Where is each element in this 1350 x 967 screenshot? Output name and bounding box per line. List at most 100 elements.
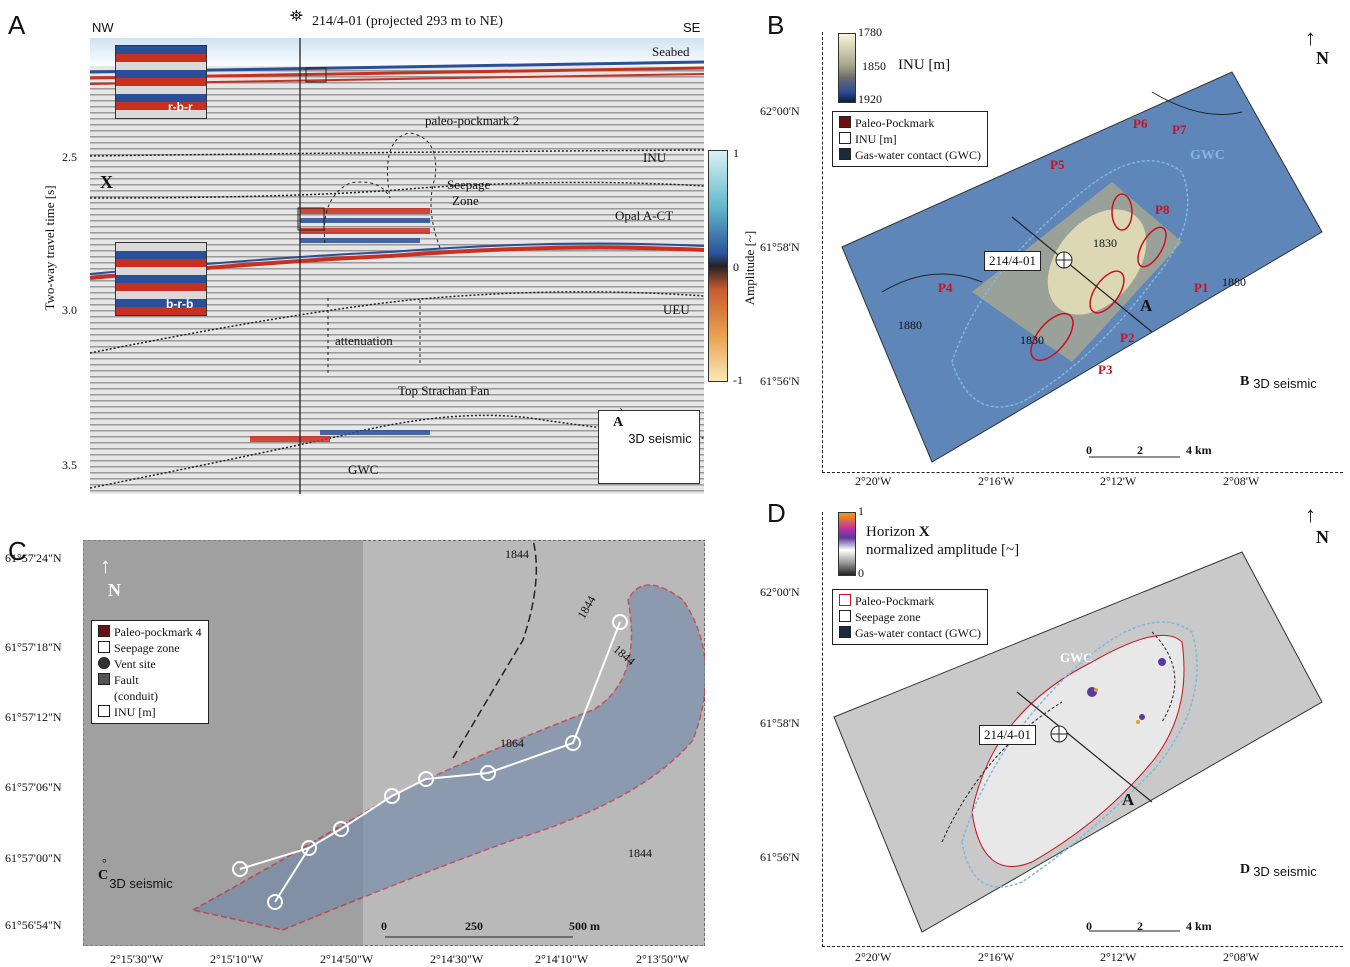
map-b — [841, 71, 1323, 463]
scale-c-500: 500 m — [569, 919, 600, 933]
d-lon-2-08: 2°08'W — [1223, 950, 1260, 964]
legend-b-item-paleo: Paleo-Pockmark — [839, 115, 981, 131]
colorbar-mid: 0 — [733, 260, 739, 274]
scale-d-0: 0 — [1086, 919, 1092, 933]
horizon-colorbar-title: Horizon X — [866, 524, 930, 540]
horizon-x-label: X — [100, 172, 113, 192]
c-lon-5: 2°14'10"W — [535, 952, 589, 966]
locator-b-letter: B — [1240, 374, 1250, 389]
legend-d: Paleo-Pockmark Seepage zone Gas-water co… — [832, 589, 988, 645]
legend-c: Paleo-pockmark 4 Seepage zone Vent site … — [91, 620, 209, 724]
contour-1830-a: 1830 — [1093, 236, 1117, 250]
legend-d-item-gwc: Gas-water contact (GWC) — [839, 625, 981, 641]
north-arrow-icon-d: ↑ — [1305, 502, 1316, 527]
locator-a-letter: A — [613, 415, 624, 430]
inset-mid-label: b-r-b — [166, 297, 194, 311]
legend-c-item-pockmark: Paleo-pockmark 4 — [98, 624, 202, 640]
contour-1880-b: 1880 — [1222, 275, 1246, 289]
annotation-inu: INU — [643, 150, 667, 165]
scale-d-4: 4 km — [1186, 919, 1212, 933]
d-lat-62-00: 62°00'N — [760, 585, 800, 599]
panel-d-frame — [822, 512, 1343, 947]
annotation-zone: Zone — [452, 193, 479, 208]
pockmark-p6: P6 — [1133, 116, 1148, 131]
gwc-swatch-icon — [839, 148, 851, 160]
locator-d-letter: D — [1240, 862, 1251, 877]
c-lat-2: 61°57'18"N — [5, 640, 62, 654]
annotation-top-strachan-fan: Top Strachan Fan — [398, 383, 490, 398]
d-lon-2-16: 2°16'W — [978, 950, 1015, 964]
well-tag-b: 214/4-01 — [984, 251, 1041, 271]
locator-a: A ` 3D seismic — [598, 407, 700, 484]
contour-1880-a: 1880 — [898, 318, 922, 332]
c-lat-1: 61°57'24"N — [5, 551, 62, 565]
north-arrow-icon-c: ↑ — [100, 553, 111, 578]
seepage-swatch-icon — [839, 610, 851, 622]
pockmark-swatch-icon — [839, 116, 851, 128]
scale-c-0: 0 — [381, 919, 387, 933]
north-arrow-icon-b: ↑ — [1305, 25, 1316, 50]
locator-c: C ° 3D seismic — [90, 856, 182, 930]
locator-b: B 3D seismic — [1228, 342, 1326, 424]
annotation-attenuation: attenuation — [335, 333, 393, 348]
colorbar-label: Amplitude [~] — [742, 230, 757, 306]
inset-waveform-top: r-b-r — [115, 45, 207, 119]
locator-a-text: 3D seismic — [628, 431, 692, 446]
scale-b-4: 4 km — [1186, 443, 1212, 457]
y-tick-2-5: 2.5 — [62, 150, 77, 164]
c-lat-5: 61°57'00"N — [5, 851, 62, 865]
inset-waveform-mid: b-r-b — [115, 242, 207, 316]
annotation-paleo-pockmark-2: paleo-pockmark 2 — [425, 113, 520, 128]
inu-colorbar-top: 1780 — [858, 25, 882, 39]
c-contour-1: 1844 — [505, 547, 529, 561]
scale-d-2: 2 — [1137, 919, 1143, 933]
horizon-colorbar-subtitle: normalized amplitude [~] — [866, 542, 1020, 558]
well-tag-d: 214/4-01 — [979, 725, 1036, 745]
seepage-swatch-icon — [98, 641, 110, 653]
inu-colorbar-mid: 1850 — [862, 59, 886, 73]
d-lon-2-20: 2°20'W — [855, 950, 892, 964]
legend-b-item-gwc: Gas-water contact (GWC) — [839, 147, 981, 163]
locator-d-text: 3D seismic — [1253, 864, 1317, 879]
c-lon-4: 2°14'30"W — [430, 952, 484, 966]
seabed-label: Seabed — [652, 44, 690, 59]
inu-colorbar-title: INU [m] — [898, 57, 951, 73]
inset-top-label: r-b-r — [168, 100, 193, 114]
colorbar-max: 1 — [733, 146, 739, 160]
panel-b-frame — [822, 32, 1343, 473]
d-lat-61-56: 61°56'N — [760, 850, 800, 864]
contour-swatch-icon — [98, 705, 110, 717]
horizon-colorbar — [838, 512, 856, 576]
inu-colorbar-bottom: 1920 — [858, 92, 882, 106]
c-lon-6: 2°13'50"W — [636, 952, 690, 966]
c-contour-5: 1844 — [628, 846, 652, 860]
colorbar-min: -1 — [733, 373, 743, 387]
locator-c-mark: ° — [102, 856, 107, 870]
horizon-colorbar-bottom: 0 — [858, 566, 864, 580]
legend-c-item-seepage: Seepage zone — [98, 640, 202, 656]
pockmark-swatch-icon — [98, 625, 110, 637]
b-lat-61-56: 61°56'N — [760, 374, 800, 388]
vent-site-icon — [98, 657, 110, 669]
annotation-ueu: UEU — [663, 302, 690, 317]
panel-b-label: B — [767, 10, 785, 40]
north-label-d: N — [1316, 527, 1329, 547]
horizon-colorbar-top: 1 — [858, 504, 864, 518]
c-lat-4: 61°57'06"N — [5, 780, 62, 794]
pockmark-p3: P3 — [1098, 362, 1113, 377]
locator-c-text: 3D seismic — [109, 876, 173, 891]
locator-b-text: 3D seismic — [1253, 376, 1317, 391]
pockmark-p8: P8 — [1155, 202, 1170, 217]
locator-d: D 3D seismic — [1228, 830, 1326, 912]
amplitude-colorbar — [708, 150, 728, 382]
c-contour-3: 1864 — [500, 736, 524, 750]
annotation-gwc: GWC — [348, 462, 379, 477]
map-d — [833, 551, 1323, 933]
b-lon-2-08: 2°08'W — [1223, 474, 1260, 488]
c-lat-3: 61°57'12"N — [5, 710, 62, 724]
b-lon-2-12: 2°12'W — [1100, 474, 1137, 488]
legend-d-item-seepage: Seepage zone — [839, 609, 981, 625]
contour-1830-b: 1830 — [1020, 333, 1044, 347]
pockmark-p1: P1 — [1194, 280, 1209, 295]
well-label: 214/4-01 (projected 293 m to NE) — [312, 14, 503, 29]
